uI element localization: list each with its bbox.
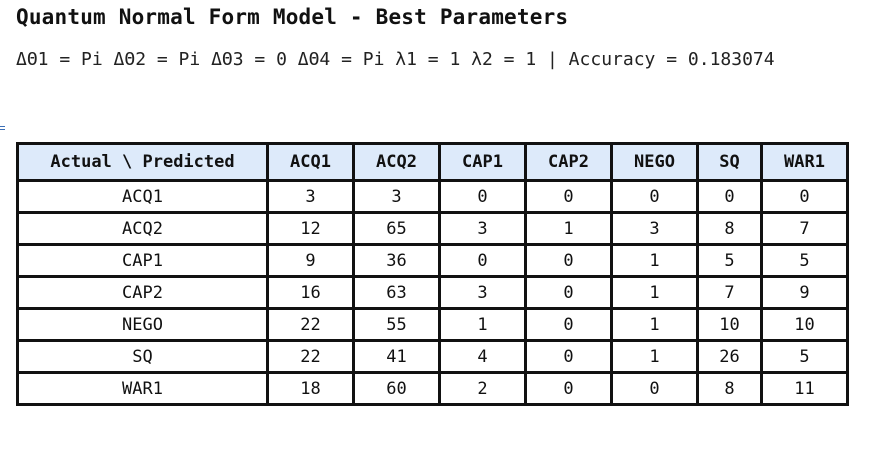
column-header: CAP2 xyxy=(524,142,613,182)
table-cell: 3 xyxy=(266,179,355,214)
table-cell: 1 xyxy=(610,339,699,374)
row-label: CAP2 xyxy=(16,275,269,310)
table-row: WAR1 18 60 2 0 0 8 11 xyxy=(16,371,849,406)
column-header: NEGO xyxy=(610,142,699,182)
column-header: ACQ1 xyxy=(266,142,355,182)
table-cell: 0 xyxy=(696,179,763,214)
confusion-matrix-table: Actual \ Predicted ACQ1 ACQ2 CAP1 CAP2 N… xyxy=(16,142,849,406)
table-cell: 8 xyxy=(696,211,763,246)
table-cell: 22 xyxy=(266,339,355,374)
table-cell: 9 xyxy=(760,275,849,310)
table-row: CAP2 16 63 3 0 1 7 9 xyxy=(16,275,849,310)
table-cell: 41 xyxy=(352,339,441,374)
table-cell: 5 xyxy=(696,243,763,278)
table-row: ACQ1 3 3 0 0 0 0 0 xyxy=(16,179,849,214)
table-row: CAP1 9 36 0 0 1 5 5 xyxy=(16,243,849,278)
table-cell: 16 xyxy=(266,275,355,310)
table-cell: 12 xyxy=(266,211,355,246)
column-header: SQ xyxy=(696,142,763,182)
table-cell: 1 xyxy=(610,307,699,342)
table-cell: 0 xyxy=(524,179,613,214)
table-cell: 1 xyxy=(524,211,613,246)
table-cell: 63 xyxy=(352,275,441,310)
parameters-line: ΔΘ1 = Pi ΔΘ2 = Pi ΔΘ3 = 0 ΔΘ4 = Pi λ1 = … xyxy=(16,49,775,70)
page-title: Quantum Normal Form Model - Best Paramet… xyxy=(16,5,569,29)
column-header: ACQ2 xyxy=(352,142,441,182)
row-label: ACQ2 xyxy=(16,211,269,246)
table-cell: 1 xyxy=(438,307,527,342)
table-cell: 36 xyxy=(352,243,441,278)
table-cell: 9 xyxy=(266,243,355,278)
table-cell: 11 xyxy=(760,371,849,406)
table-cell: 18 xyxy=(266,371,355,406)
table-cell: 10 xyxy=(760,307,849,342)
table-cell: 55 xyxy=(352,307,441,342)
table-cell: 5 xyxy=(760,339,849,374)
table-cell: 0 xyxy=(524,243,613,278)
table-row: SQ 22 41 4 0 1 26 5 xyxy=(16,339,849,374)
row-label: ACQ1 xyxy=(16,179,269,214)
table-cell: 7 xyxy=(760,211,849,246)
column-header: CAP1 xyxy=(438,142,527,182)
edge-marker xyxy=(0,126,5,130)
table-cell: 65 xyxy=(352,211,441,246)
table-cell: 1 xyxy=(610,275,699,310)
table-cell: 0 xyxy=(524,339,613,374)
corner-header: Actual \ Predicted xyxy=(16,142,269,182)
table-cell: 0 xyxy=(524,275,613,310)
row-label: WAR1 xyxy=(16,371,269,406)
table-row: NEGO 22 55 1 0 1 10 10 xyxy=(16,307,849,342)
row-label: CAP1 xyxy=(16,243,269,278)
table-cell: 1 xyxy=(610,243,699,278)
table-cell: 3 xyxy=(610,211,699,246)
table-cell: 3 xyxy=(438,275,527,310)
table-cell: 7 xyxy=(696,275,763,310)
table-cell: 0 xyxy=(610,371,699,406)
table-cell: 0 xyxy=(610,179,699,214)
table-cell: 8 xyxy=(696,371,763,406)
table-cell: 4 xyxy=(438,339,527,374)
table-cell: 0 xyxy=(524,371,613,406)
table-cell: 3 xyxy=(352,179,441,214)
table-cell: 0 xyxy=(438,179,527,214)
table-cell: 60 xyxy=(352,371,441,406)
column-header: WAR1 xyxy=(760,142,849,182)
table-header-row: Actual \ Predicted ACQ1 ACQ2 CAP1 CAP2 N… xyxy=(16,142,849,182)
table-row: ACQ2 12 65 3 1 3 8 7 xyxy=(16,211,849,246)
table-cell: 2 xyxy=(438,371,527,406)
table-cell: 22 xyxy=(266,307,355,342)
table-cell: 3 xyxy=(438,211,527,246)
table-cell: 0 xyxy=(438,243,527,278)
table-cell: 0 xyxy=(524,307,613,342)
row-label: SQ xyxy=(16,339,269,374)
table-cell: 26 xyxy=(696,339,763,374)
row-label: NEGO xyxy=(16,307,269,342)
table-cell: 5 xyxy=(760,243,849,278)
table-cell: 10 xyxy=(696,307,763,342)
table-cell: 0 xyxy=(760,179,849,214)
